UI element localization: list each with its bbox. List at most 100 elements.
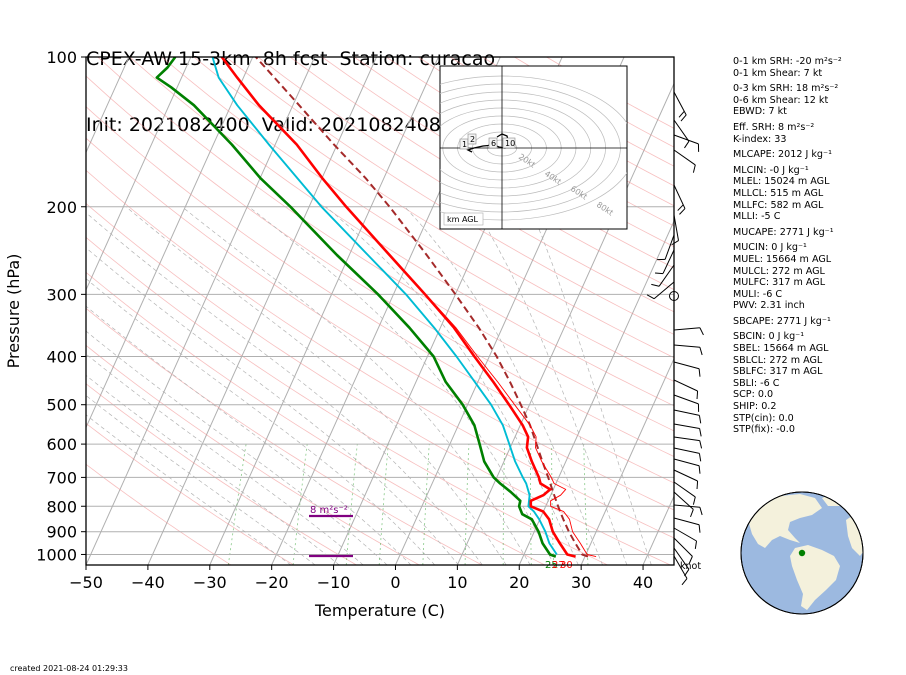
x-tick-label: −20 [255,573,289,592]
dry-adiabat [129,57,674,407]
wind-barb [658,264,675,287]
stat-line: STP(cin): 0.0 [733,412,794,424]
wind-barb [673,184,686,209]
wind-barb [673,547,690,570]
created-timestamp: created 2021-08-24 01:29:33 [10,664,128,673]
hodograph-height-label: 1 [462,140,467,149]
wind-barb-flag [692,164,696,173]
parcel-line [255,57,589,558]
wind-barb [673,469,698,482]
wind-barb-flag [679,208,686,215]
x-tick-label: 20 [509,573,529,592]
stat-line: MUEL: 15664 m AGL [733,253,832,265]
moist-adiabat [181,206,531,565]
hodograph-units-label: km AGL [447,215,479,224]
hodograph-height-label: 6 [491,139,496,148]
x-axis-label: Temperature (C) [314,601,445,620]
x-tick-label: −10 [317,573,351,592]
stat-line: SBCAPE: 2771 J kg⁻¹ [733,315,831,327]
globe-locator [740,491,864,615]
x-tick-label: −40 [131,573,165,592]
dry-adiabat [86,383,357,565]
wind-barb-flag [671,240,679,246]
x-tick-label: 10 [447,573,467,592]
dry-adiabat [86,202,671,565]
stat-line: MULFC: 317 m AGL [733,277,826,289]
landmass-south-america [790,545,840,610]
moist-adiabat [86,374,340,565]
mixing-ratio-line [530,444,532,565]
sounding-indices: 0-1 km SRH: -20 m²s⁻² 0-1 km Shear: 7 kt 0… [733,56,842,436]
wind-barb-flag [678,110,685,118]
wind-barb [662,249,675,274]
stat-line: 0-3 km SRH: 18 m²s⁻² [733,83,839,95]
stat-line: MLLFC: 582 m AGL [733,199,824,211]
moist-adiabat [86,353,364,565]
mixing-ratio-line [228,444,247,565]
dry-adiabat [86,344,420,565]
x-tick-label: −50 [69,573,103,592]
mixing-ratio-line [345,444,358,565]
wind-barb-flag [692,496,696,505]
wind-barb-flag [690,509,694,518]
moist-adiabat [86,414,292,565]
x-tick-label: 0 [390,573,400,592]
isotherm [86,57,130,154]
y-axis-label: Pressure (hPa) [4,254,23,369]
x-tick-label: −30 [193,573,227,592]
wind-barb [673,504,700,508]
y-tick-label: 500 [46,396,77,415]
wind-barb-flag [699,507,703,516]
stat-line: SBCIN: 0 J kg⁻¹ [733,331,805,343]
wind-barb [673,481,696,498]
y-tick-label: 1000 [36,545,77,564]
wind-barb [673,423,700,430]
mixing-ratio-line [292,444,308,565]
wind-barb [673,447,700,454]
isotherm [518,219,674,565]
dry-adiabat [86,137,674,511]
y-tick-label: 900 [46,523,77,542]
dry-adiabat [86,271,545,565]
dry-adiabat [321,57,674,269]
dry-adiabat [161,57,674,382]
moist-adiabat [86,395,316,565]
hodograph-trace [466,133,510,153]
wind-barb-flag [698,453,702,462]
moist-adiabat [125,206,507,565]
wind-barbs [646,91,704,586]
dry-adiabat [193,57,674,359]
calm-wind-circle [669,291,679,301]
landmass-north-america [748,494,822,548]
y-tick-label: 300 [46,285,77,304]
station-marker [798,549,806,557]
wind-barb [673,327,700,331]
wind-barb [673,458,700,467]
isotherm [86,57,254,429]
wind-barb [673,409,700,416]
wind-barb-flag [698,415,702,424]
hodograph-height-box [502,137,516,149]
wind-barb-flag [698,368,701,377]
y-tick-label: 700 [46,468,77,487]
wind-barb-flag [646,294,655,300]
isotherm [86,57,192,292]
stat-line: MLLI: -5 C [733,211,781,223]
isotherm [86,57,316,565]
wind-barb [673,379,698,392]
stat-line: 0-1 km Shear: 7 kt [733,67,823,79]
moist-adiabat [86,305,412,565]
moist-adiabat [86,247,459,565]
wind-barb [653,281,675,300]
srh-bar-label: 8 m²s⁻² [310,505,348,516]
wind-barb-flag [699,347,703,356]
moist-adiabat [473,206,628,565]
y-tick-label: 600 [46,435,77,454]
wind-barb-flag [694,540,698,549]
dry-adiabat [86,307,483,565]
stat-line: 0-6 km Shear: 12 kt [733,94,829,106]
stat-line: SBLI: -6 C [733,377,780,389]
title-line-1: CPEX-AW 15-3km 8h fcst Station: curacao [86,48,496,70]
stat-line: SHIP: 0.2 [733,401,777,413]
